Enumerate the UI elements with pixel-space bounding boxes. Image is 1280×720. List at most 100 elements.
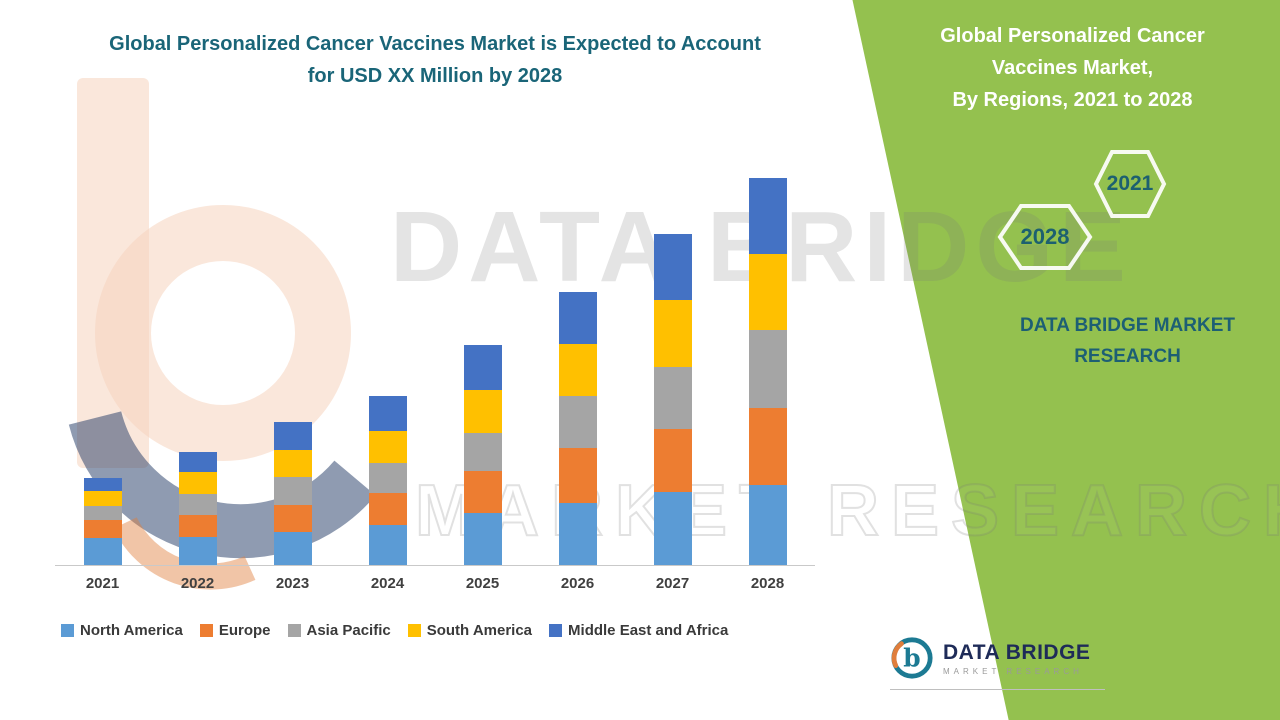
segment-south-america <box>83 491 122 506</box>
segment-asia-pacific <box>748 330 787 408</box>
segment-south-america <box>463 390 502 433</box>
segment-europe <box>83 520 122 538</box>
legend-label-asia-pacific: Asia Pacific <box>306 622 391 639</box>
legend-swatch-europe <box>199 624 213 637</box>
chart-title: Global Personalized Cancer Vaccines Mark… <box>30 28 840 92</box>
x-axis-label-2024: 2024 <box>370 575 405 592</box>
legend-item-south-america: South America <box>407 622 533 639</box>
stacked-bar <box>653 234 692 565</box>
side-panel-title-line2: Vaccines Market, <box>991 57 1154 79</box>
x-axis-label-2027: 2027 <box>655 575 690 592</box>
bar-2023 <box>245 178 340 565</box>
bar-2021 <box>55 178 150 565</box>
segment-middle-east-and-africa <box>273 422 312 450</box>
segment-europe <box>748 408 787 485</box>
x-axis-label-2023: 2023 <box>275 575 310 592</box>
x-axis-label-2022: 2022 <box>180 575 215 592</box>
x-axis-label-2025: 2025 <box>465 575 500 592</box>
stacked-bar <box>748 178 787 565</box>
plot-area <box>55 178 815 565</box>
segment-north-america <box>83 538 122 565</box>
stacked-bar-chart: 2021 2022 2023 2024 2025 2026 2027 2028 North A… <box>55 178 815 639</box>
segment-middle-east-and-africa <box>368 396 407 431</box>
hexagon-2021-label: 2021 <box>1106 172 1154 195</box>
segment-europe <box>463 471 502 513</box>
bar-2028 <box>720 178 815 565</box>
x-axis-label-2028: 2028 <box>750 575 785 592</box>
x-axis-line <box>55 565 815 566</box>
stacked-bar <box>368 396 407 565</box>
legend-item-asia-pacific: Asia Pacific <box>287 622 391 639</box>
segment-south-america <box>178 472 217 494</box>
stacked-bar <box>178 452 217 565</box>
side-panel-brand-line2: RESEARCH <box>1074 346 1181 368</box>
hexagon-2021: 2021 <box>1093 150 1167 218</box>
segment-europe <box>653 429 692 492</box>
x-axis-label-2021: 2021 <box>85 575 120 592</box>
legend-item-middle-east-and-africa: Middle East and Africa <box>549 622 728 639</box>
side-panel-brand-line1: DATA BRIDGE MARKET <box>1020 315 1235 336</box>
footer-divider <box>890 689 1105 690</box>
legend-swatch-north-america <box>61 624 74 637</box>
segment-middle-east-and-africa <box>178 452 217 472</box>
segment-europe <box>368 493 407 525</box>
hexagon-outline <box>997 204 1093 270</box>
footer-logo: b DATA BRIDGE MARKET RESEARCH <box>890 636 1105 690</box>
hexagon-2028: 2028 <box>997 204 1093 270</box>
stacked-bar <box>463 345 502 565</box>
legend-item-north-america: North America <box>61 622 183 639</box>
data-bridge-logo-icon: b <box>891 637 933 679</box>
watermark-market-research: MARKET RESEARCH <box>414 470 1280 552</box>
side-panel-title-line1: Global Personalized Cancer <box>940 25 1205 47</box>
segment-north-america <box>178 537 217 565</box>
segment-europe <box>273 505 312 532</box>
segment-middle-east-and-africa <box>83 478 122 491</box>
stacked-bar <box>273 422 312 565</box>
bar-2025 <box>435 178 530 565</box>
chart-title-line1: Global Personalized Cancer Vaccines Mark… <box>109 33 761 55</box>
segment-north-america <box>653 492 692 565</box>
segment-asia-pacific <box>83 506 122 520</box>
legend-swatch-asia-pacific <box>287 624 301 637</box>
segment-north-america <box>558 503 597 565</box>
segment-north-america <box>748 485 787 565</box>
svg-text:b: b <box>903 644 920 673</box>
x-axis-label-2026: 2026 <box>560 575 595 592</box>
legend-swatch-south-america <box>407 624 421 637</box>
bar-2024 <box>340 178 435 565</box>
segment-asia-pacific <box>368 463 407 493</box>
segment-asia-pacific <box>463 433 502 471</box>
legend-label-south-america: South America <box>426 622 533 639</box>
side-panel-title-line3: By Regions, 2021 to 2028 <box>952 89 1193 111</box>
segment-middle-east-and-africa <box>558 292 597 344</box>
segment-north-america <box>368 525 407 565</box>
segment-south-america <box>748 254 787 330</box>
bar-2022 <box>150 178 245 565</box>
stacked-bar <box>558 292 597 565</box>
bar-2026 <box>530 178 625 565</box>
segment-south-america <box>273 450 312 477</box>
side-panel-title: Global Personalized Cancer Vaccines Mark… <box>900 20 1245 116</box>
segment-south-america <box>368 431 407 463</box>
hexagon-2028-label: 2028 <box>1020 224 1070 249</box>
segment-middle-east-and-africa <box>748 178 787 254</box>
legend-label-north-america: North America <box>80 622 183 639</box>
x-axis-labels: 2021 2022 2023 2024 2025 2026 2027 2028 <box>55 575 815 592</box>
footer-brand-sub: MARKET RESEARCH <box>943 666 1083 676</box>
segment-europe <box>558 448 597 503</box>
bar-2027 <box>625 178 720 565</box>
segment-north-america <box>463 513 502 565</box>
stacked-bar <box>83 478 122 565</box>
segment-middle-east-and-africa <box>463 345 502 390</box>
segment-south-america <box>653 300 692 367</box>
legend-label-middle-east-and-africa: Middle East and Africa <box>568 622 729 639</box>
segment-europe <box>178 515 217 537</box>
segment-asia-pacific <box>273 477 312 505</box>
segment-south-america <box>558 344 597 396</box>
segment-north-america <box>273 532 312 565</box>
segment-asia-pacific <box>178 494 217 515</box>
side-panel-brand: DATA BRIDGE MARKET RESEARCH <box>1000 310 1255 373</box>
legend-swatch-middle-east-and-africa <box>549 624 563 637</box>
segment-middle-east-and-africa <box>653 234 692 300</box>
